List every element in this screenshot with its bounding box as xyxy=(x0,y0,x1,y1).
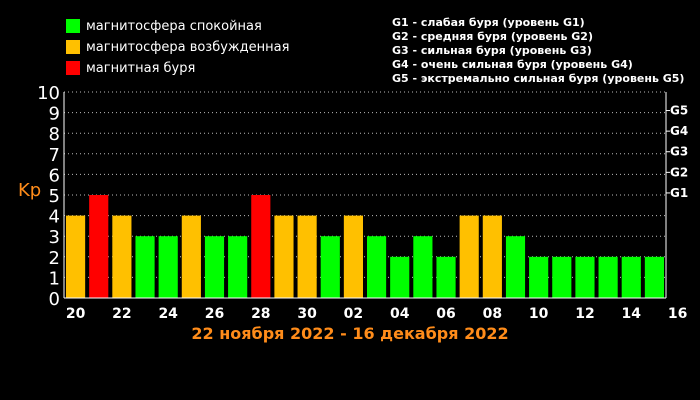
x-tick-label: 24 xyxy=(158,306,178,322)
bar xyxy=(228,236,248,298)
bar xyxy=(482,215,502,298)
legend-label-active: магнитосфера возбужденная xyxy=(86,39,290,55)
bar xyxy=(390,256,410,298)
bar xyxy=(644,256,664,298)
y-tick-label: 10 xyxy=(37,83,60,104)
x-tick-label: 20 xyxy=(66,306,86,322)
right-tick-label: G3 xyxy=(670,145,688,159)
bar xyxy=(274,215,294,298)
storm-level-legend: G1 - слабая буря (уровень G1) G2 - средн… xyxy=(392,16,684,86)
right-tick-label: G2 xyxy=(670,165,688,179)
x-tick-label: 10 xyxy=(529,306,549,322)
date-range-label: 22 ноября 2022 - 16 декабря 2022 xyxy=(191,324,509,343)
storm-legend-g2: G2 - средняя буря (уровень G2) xyxy=(392,30,593,43)
bar xyxy=(459,215,479,298)
legend-swatch-storm xyxy=(66,61,80,75)
legend-swatch-active xyxy=(66,40,80,54)
y-tick-label: 5 xyxy=(49,186,60,207)
y-tick-label: 3 xyxy=(49,227,60,248)
bar xyxy=(251,195,271,298)
storm-legend-g4: G4 - очень сильная буря (уровень G4) xyxy=(392,58,633,71)
y-tick-label: 7 xyxy=(49,145,60,166)
y-tick-label: 2 xyxy=(49,248,60,269)
y-tick-label: 1 xyxy=(49,268,60,289)
y-tick-label: 8 xyxy=(49,124,60,145)
bar xyxy=(575,256,595,298)
bar xyxy=(181,215,201,298)
y-tick-label: 4 xyxy=(49,207,60,228)
y-tick-label: 0 xyxy=(49,289,60,310)
legend-swatch-quiet xyxy=(66,19,80,33)
bar xyxy=(297,215,317,298)
bar xyxy=(413,236,433,298)
x-tick-label: 08 xyxy=(483,306,502,322)
legend-item-storm: магнитная буря xyxy=(66,59,195,77)
storm-legend-g5: G5 - экстремально сильная буря (уровень … xyxy=(392,72,685,85)
bar xyxy=(621,256,641,298)
x-tick-label: 06 xyxy=(436,306,455,322)
x-tick-label: 12 xyxy=(575,306,594,322)
bar xyxy=(505,236,526,298)
x-tick-label: 22 xyxy=(112,306,131,322)
right-tick-label: G1 xyxy=(670,186,688,200)
storm-legend-g1: G1 - слабая буря (уровень G1) xyxy=(392,16,585,29)
legend-item-quiet: магнитосфера спокойная xyxy=(66,17,262,35)
bar xyxy=(66,215,86,298)
x-tick-label: 02 xyxy=(344,306,363,322)
bar xyxy=(436,256,456,298)
bar xyxy=(135,236,155,298)
bar xyxy=(112,215,132,298)
x-tick-label: 16 xyxy=(668,306,687,322)
x-tick-label: 28 xyxy=(251,306,270,322)
bar xyxy=(552,256,572,298)
x-tick-label: 26 xyxy=(205,306,224,322)
bar xyxy=(320,236,340,298)
legend-label-storm: магнитная буря xyxy=(86,60,196,76)
x-tick-label: 14 xyxy=(622,306,642,322)
right-tick-label: G5 xyxy=(670,104,688,118)
y-tick-label: 9 xyxy=(49,104,60,125)
bar xyxy=(158,236,178,298)
bar xyxy=(89,195,109,298)
right-tick-label: G4 xyxy=(670,124,688,138)
storm-legend-g3: G3 - сильная буря (уровень G3) xyxy=(392,44,592,57)
bar xyxy=(343,215,363,298)
legend-label-quiet: магнитосфера спокойная xyxy=(86,18,262,34)
bar xyxy=(598,256,618,298)
bar xyxy=(204,236,225,298)
x-tick-label: 04 xyxy=(390,306,410,322)
bar xyxy=(367,236,387,298)
y-tick-label: 6 xyxy=(49,165,60,186)
bar xyxy=(529,256,549,298)
x-tick-label: 30 xyxy=(297,306,317,322)
y-axis-label: Kp xyxy=(18,180,42,201)
legend-item-active: магнитосфера возбужденная xyxy=(66,38,289,56)
